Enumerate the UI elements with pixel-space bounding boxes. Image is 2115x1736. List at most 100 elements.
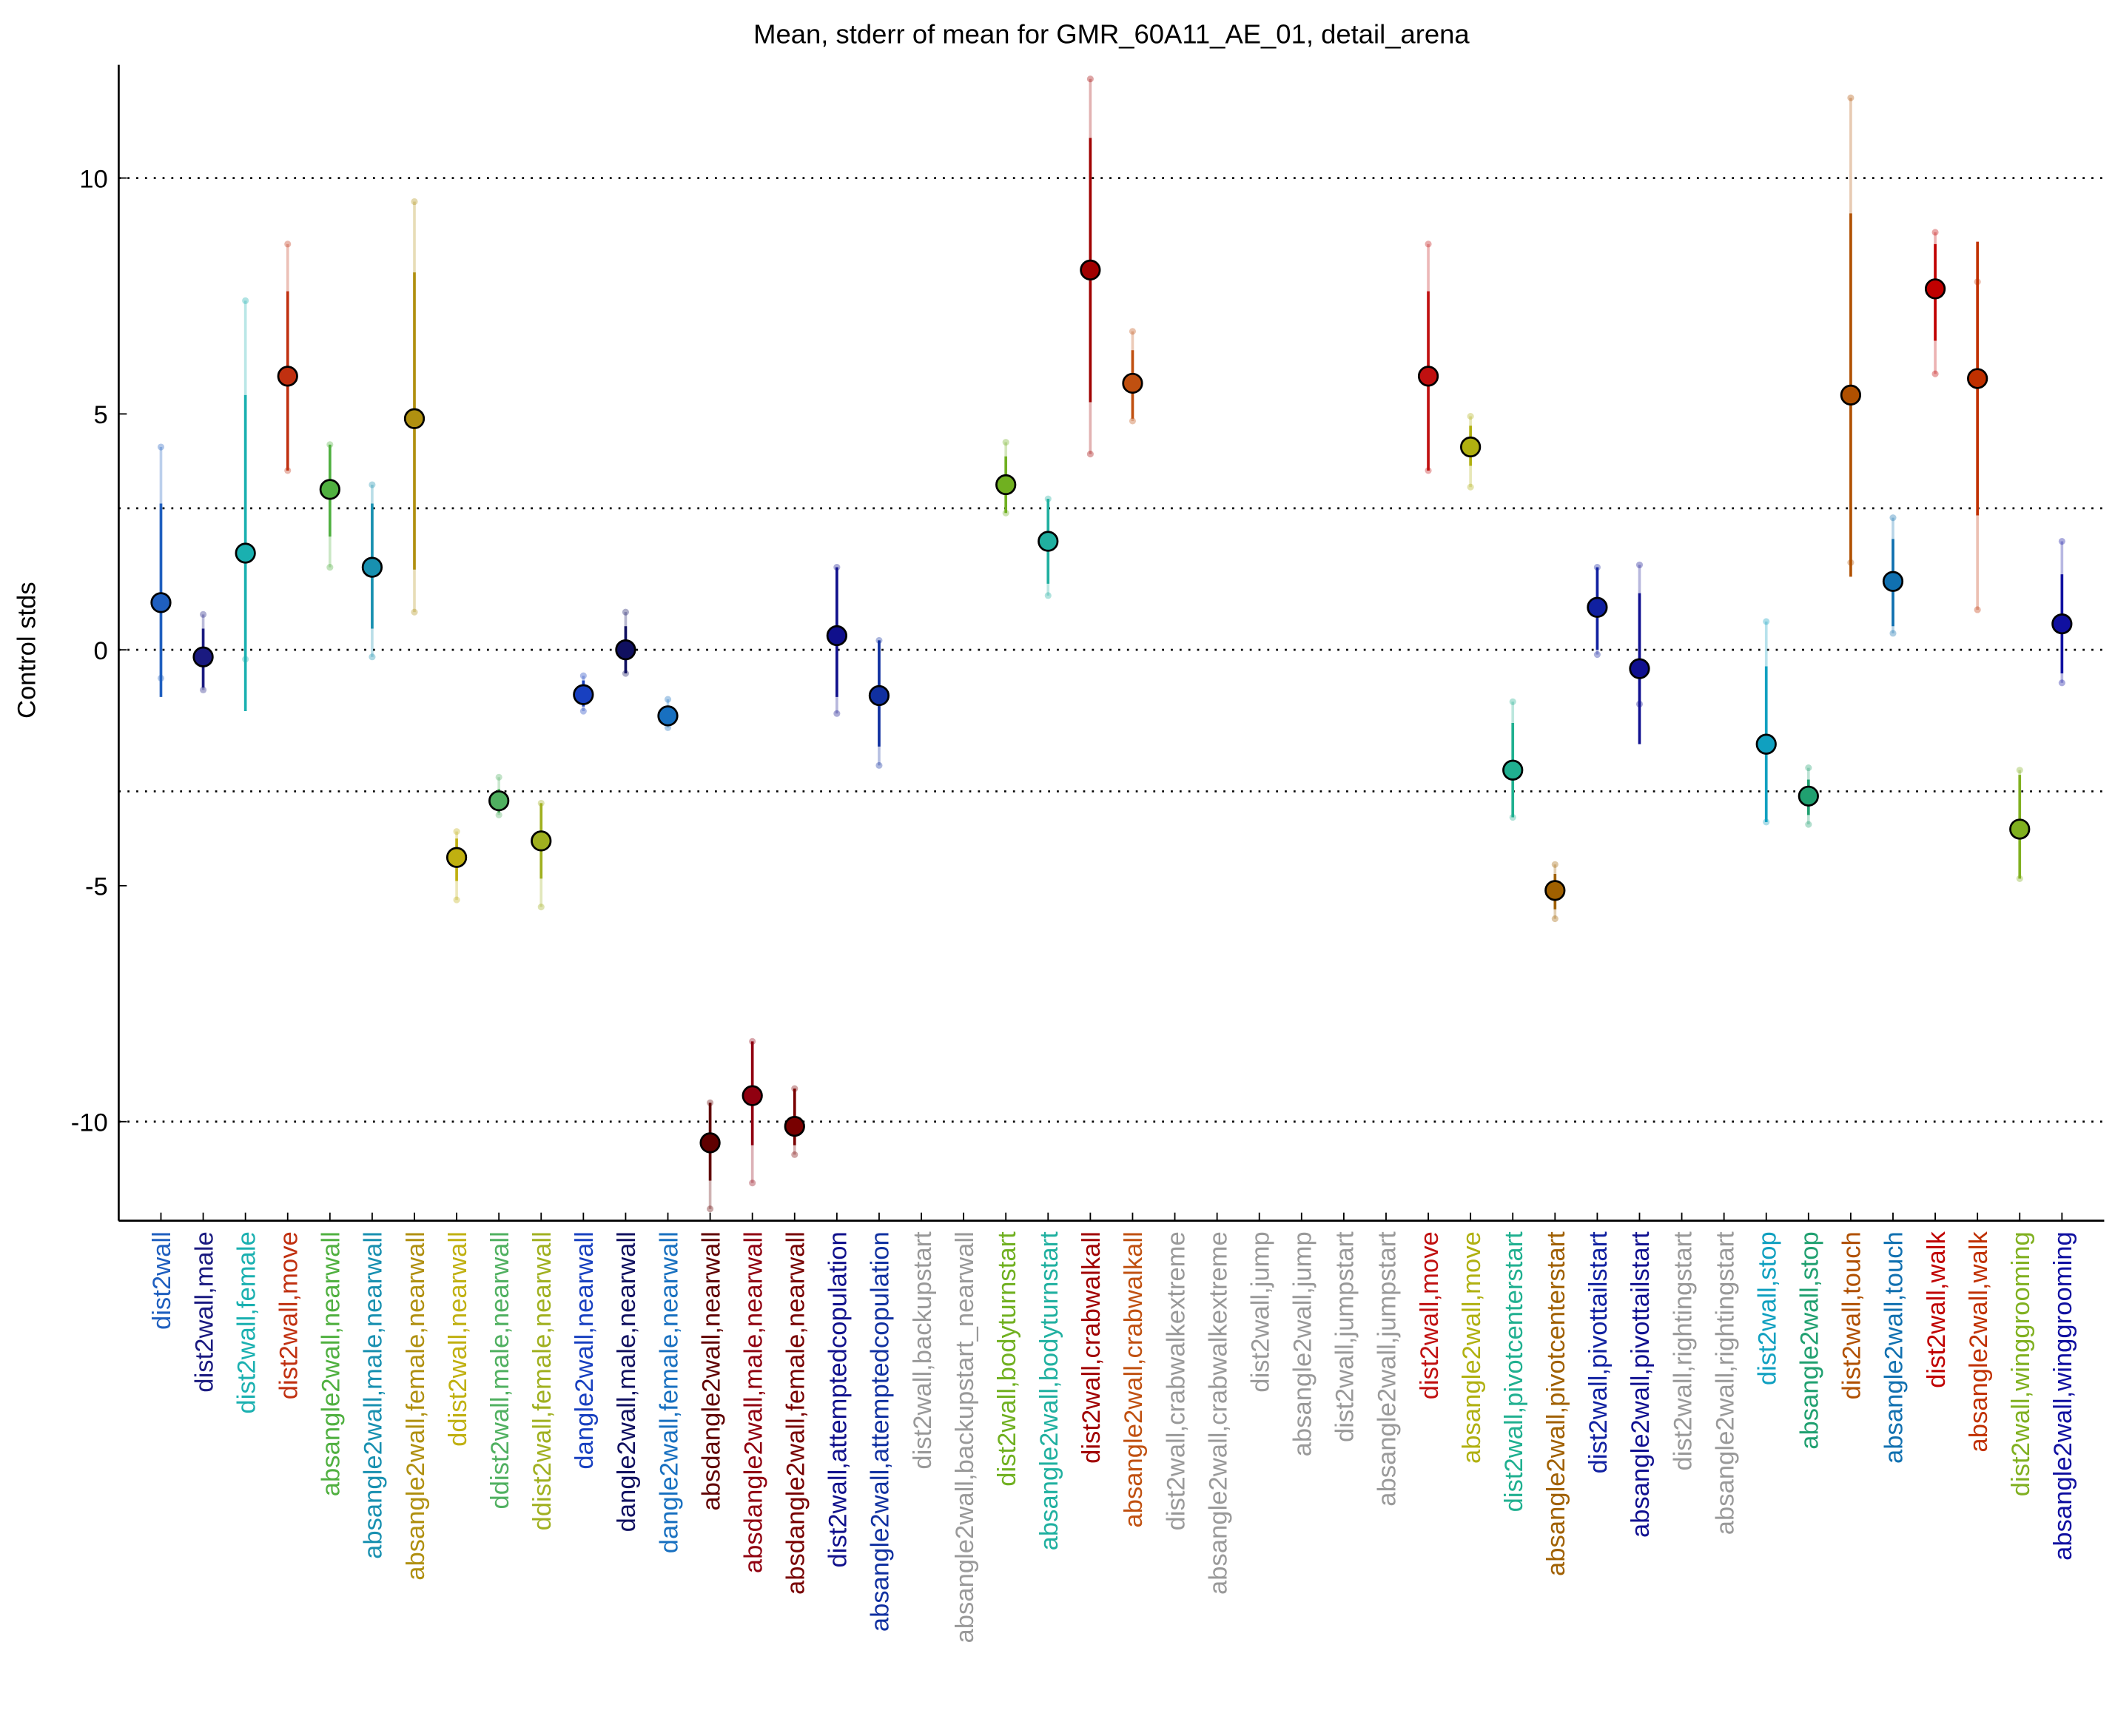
x-tick-label: absdangle2wall,nearwall: [697, 1231, 725, 1510]
x-tick-label: absangle2wall,jump: [1289, 1231, 1317, 1456]
y-tick-label: -5: [85, 873, 108, 901]
mean-marker: [1755, 733, 1777, 755]
range-dot: [1129, 328, 1137, 335]
y-tick-label: -10: [71, 1109, 108, 1137]
range-dot: [1425, 240, 1432, 248]
mean-marker: [1967, 368, 1988, 389]
range-dot: [1129, 417, 1137, 425]
x-tick-label: absangle2wall,male,nearwall: [360, 1231, 388, 1559]
mean-marker: [319, 479, 340, 500]
range-dot: [1847, 94, 1855, 101]
mean-marker: [192, 646, 214, 667]
range-dot: [326, 564, 334, 571]
x-tick-label: dist2wall,winggrooming: [2007, 1231, 2035, 1496]
mean-marker: [150, 592, 172, 613]
x-tick-label: dist2wall,jump: [1246, 1231, 1274, 1392]
range-dot: [495, 773, 502, 781]
x-tick-label: dangle2wall,female,nearwall: [655, 1231, 683, 1553]
x-tick-label: dist2wall,crabwalkextreme: [1162, 1231, 1190, 1530]
range-dot: [495, 811, 502, 818]
x-tick-label: dist2wall,stop: [1753, 1231, 1781, 1385]
range-dot: [1086, 75, 1094, 83]
mean-marker: [1122, 372, 1143, 394]
range-dot: [664, 696, 672, 703]
x-tick-label: dist2wall,pivotcenterstart: [1500, 1231, 1528, 1512]
range-dot: [833, 710, 841, 717]
x-tick-label: absangle2wall,rightingstart: [1711, 1231, 1739, 1535]
x-tick-label: absangle2wall,crabwalkextreme: [1204, 1231, 1232, 1595]
x-tick-label: absdangle2wall,male,nearwall: [739, 1231, 767, 1573]
range-dot: [579, 672, 587, 679]
range-dot: [1086, 451, 1094, 458]
x-tick-label: dist2wall,jumpstart: [1331, 1231, 1359, 1442]
range-dot: [1763, 618, 1770, 625]
range-dot: [537, 904, 545, 911]
mean-marker: [699, 1132, 721, 1154]
mean-marker: [1460, 436, 1482, 458]
y-tick-label: 10: [79, 165, 108, 193]
x-tick-label: absangle2wall,attemptedcopulation: [867, 1231, 895, 1632]
mean-marker: [826, 625, 847, 647]
y-tick-label: 0: [94, 637, 108, 665]
range-dot: [622, 608, 629, 616]
x-tick-label: absdangle2wall,female,nearwall: [782, 1231, 810, 1595]
mean-marker: [1502, 759, 1524, 781]
range-dot: [242, 297, 249, 304]
x-tick-label: absangle2wall,move: [1458, 1231, 1486, 1464]
range-dot: [1889, 630, 1897, 637]
range-dot: [411, 198, 418, 206]
range-dot: [2058, 537, 2065, 545]
range-dot: [2058, 679, 2065, 687]
range-dot: [1467, 413, 1474, 420]
mean-marker: [1587, 596, 1608, 618]
mean-marker: [868, 684, 890, 707]
x-tick-label: dist2wall: [148, 1231, 176, 1330]
x-tick-label: dist2wall,rightingstart: [1669, 1231, 1697, 1471]
x-tick-label: absangle2wall,jumpstart: [1373, 1231, 1402, 1507]
x-tick-label: dist2wall,male: [190, 1231, 218, 1392]
mean-marker: [1417, 366, 1439, 387]
range-dot: [1974, 606, 1981, 613]
range-dot: [707, 1205, 714, 1213]
mean-marker: [573, 684, 594, 705]
y-tick-label: 5: [94, 401, 108, 429]
range-dot: [200, 610, 207, 618]
range-dot: [411, 608, 418, 616]
mean-marker: [615, 639, 636, 661]
chart-title: Mean, stderr of mean for GMR_60A11_AE_01…: [753, 18, 1470, 49]
mean-marker: [488, 790, 510, 812]
x-tick-label: dist2wall,bodyturnstart: [993, 1231, 1021, 1487]
x-tick-label: dist2wall,backupstart: [909, 1231, 937, 1470]
range-dot: [875, 761, 883, 769]
range-dot: [1889, 514, 1897, 522]
mean-marker: [2051, 613, 2073, 635]
x-tick-label: absangle2wall,winggrooming: [2049, 1231, 2077, 1561]
range-dot: [284, 240, 292, 248]
range-dot: [1467, 483, 1474, 491]
x-tick-label: absangle2wall,pivottailstart: [1627, 1231, 1655, 1538]
y-axis-label: Control stds: [13, 582, 41, 719]
range-dot: [1931, 229, 1939, 236]
range-dot: [453, 828, 460, 835]
x-tick-label: absangle2wall,walk: [1965, 1231, 1993, 1453]
x-tick-label: dist2wall,crabwalkall: [1077, 1231, 1106, 1464]
range-dot: [1509, 698, 1516, 705]
range-dot: [1551, 915, 1558, 923]
range-dot: [1805, 764, 1812, 772]
x-tick-label: dangle2wall,nearwall: [571, 1231, 599, 1469]
range-dot: [453, 896, 460, 904]
mean-marker: [277, 366, 298, 387]
x-tick-label: dist2wall,female: [232, 1231, 260, 1413]
mean-marker: [2009, 818, 2031, 840]
range-dot: [369, 653, 376, 661]
x-tick-label: absangle2wall,bodyturnstart: [1035, 1231, 1063, 1551]
mean-marker: [531, 830, 552, 852]
mean-marker: [1038, 531, 1059, 552]
range-dot: [579, 707, 587, 715]
range-dot: [1551, 861, 1558, 868]
mean-marker: [1798, 785, 1819, 807]
mean-marker: [361, 556, 383, 578]
x-tick-label: ddist2wall,female,nearwall: [528, 1231, 557, 1530]
